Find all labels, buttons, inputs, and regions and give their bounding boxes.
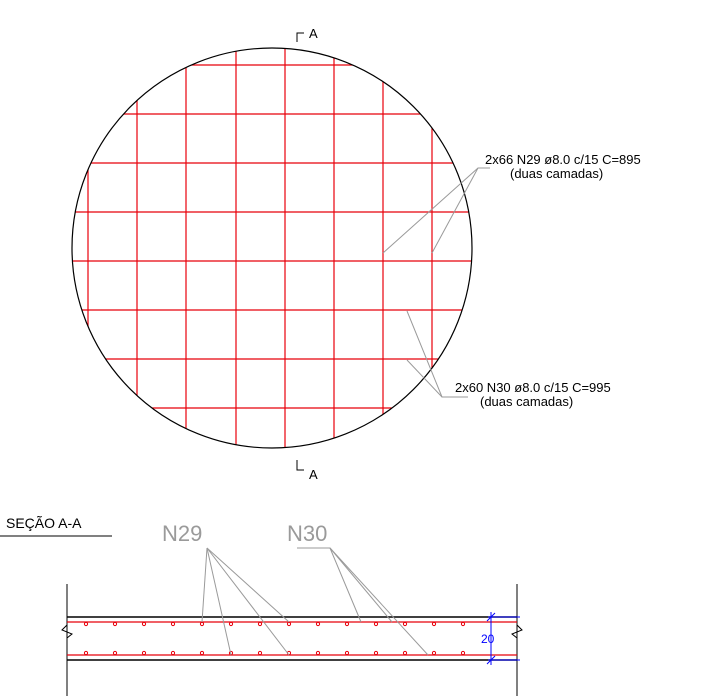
rebar-dot: [344, 650, 350, 656]
section-label-n29: N29: [162, 521, 202, 546]
section-view: SEÇÃO A-A N29 N30: [0, 515, 523, 696]
section-rebar-layers: [67, 621, 517, 656]
section-mark-bottom-label: A: [309, 467, 318, 482]
rebar-dot: [83, 621, 89, 627]
callout-n30-leaders: [406, 310, 468, 398]
thickness-dimension-value: 20: [481, 632, 495, 646]
rebar-dot: [315, 621, 321, 627]
slab-edges: [61, 584, 523, 696]
section-cut-mark-bottom: [296, 460, 304, 471]
rebar-dot: [112, 650, 118, 656]
rebar-dot: [373, 650, 379, 656]
rebar-dot: [460, 621, 466, 627]
callout-n29-line2: (duas camadas): [510, 166, 603, 181]
rebar-dot: [286, 621, 292, 627]
rebar-dot: [257, 621, 263, 627]
rebar-dot: [315, 650, 321, 656]
section-cut-mark-top: [296, 32, 304, 42]
rebar-dot: [141, 650, 147, 656]
rebar-dot: [257, 650, 263, 656]
plan-view: A A 2x66 N29 ø8.0 c/15 C=895 (duas camad…: [71, 26, 641, 482]
callout-n30-line2: (duas camadas): [480, 394, 573, 409]
callout-n29-line1: 2x66 N29 ø8.0 c/15 C=895: [485, 152, 641, 167]
slab-faces: [67, 616, 517, 661]
rebar-dot: [460, 650, 466, 656]
section-n30-leaders: [297, 547, 429, 656]
rebar-dot: [83, 650, 89, 656]
thickness-dimension: [486, 612, 520, 665]
rebar-dot: [402, 621, 408, 627]
rebar-dot: [199, 621, 205, 627]
section-title: SEÇÃO A-A: [6, 515, 82, 531]
section-n29-leaders: [201, 547, 290, 656]
rebar-dot: [199, 650, 205, 656]
rebar-dot: [344, 621, 350, 627]
rebar-dot: [170, 650, 176, 656]
section-label-n30: N30: [287, 521, 327, 546]
rebar-dot: [228, 621, 234, 627]
section-mark-top-label: A: [309, 26, 318, 41]
slab-outline-circle: [71, 47, 473, 449]
section-rebar-dots: [83, 621, 466, 656]
rebar-dot: [170, 621, 176, 627]
rebar-grid: [72, 48, 472, 448]
callout-n29-leaders: [382, 167, 490, 254]
rebar-dot: [141, 621, 147, 627]
rebar-dot: [112, 621, 118, 627]
callout-n30-line1: 2x60 N30 ø8.0 c/15 C=995: [455, 380, 611, 395]
rebar-dot: [431, 650, 437, 656]
rebar-dot: [402, 650, 408, 656]
rebar-dot: [431, 621, 437, 627]
rebar-dot: [373, 621, 379, 627]
